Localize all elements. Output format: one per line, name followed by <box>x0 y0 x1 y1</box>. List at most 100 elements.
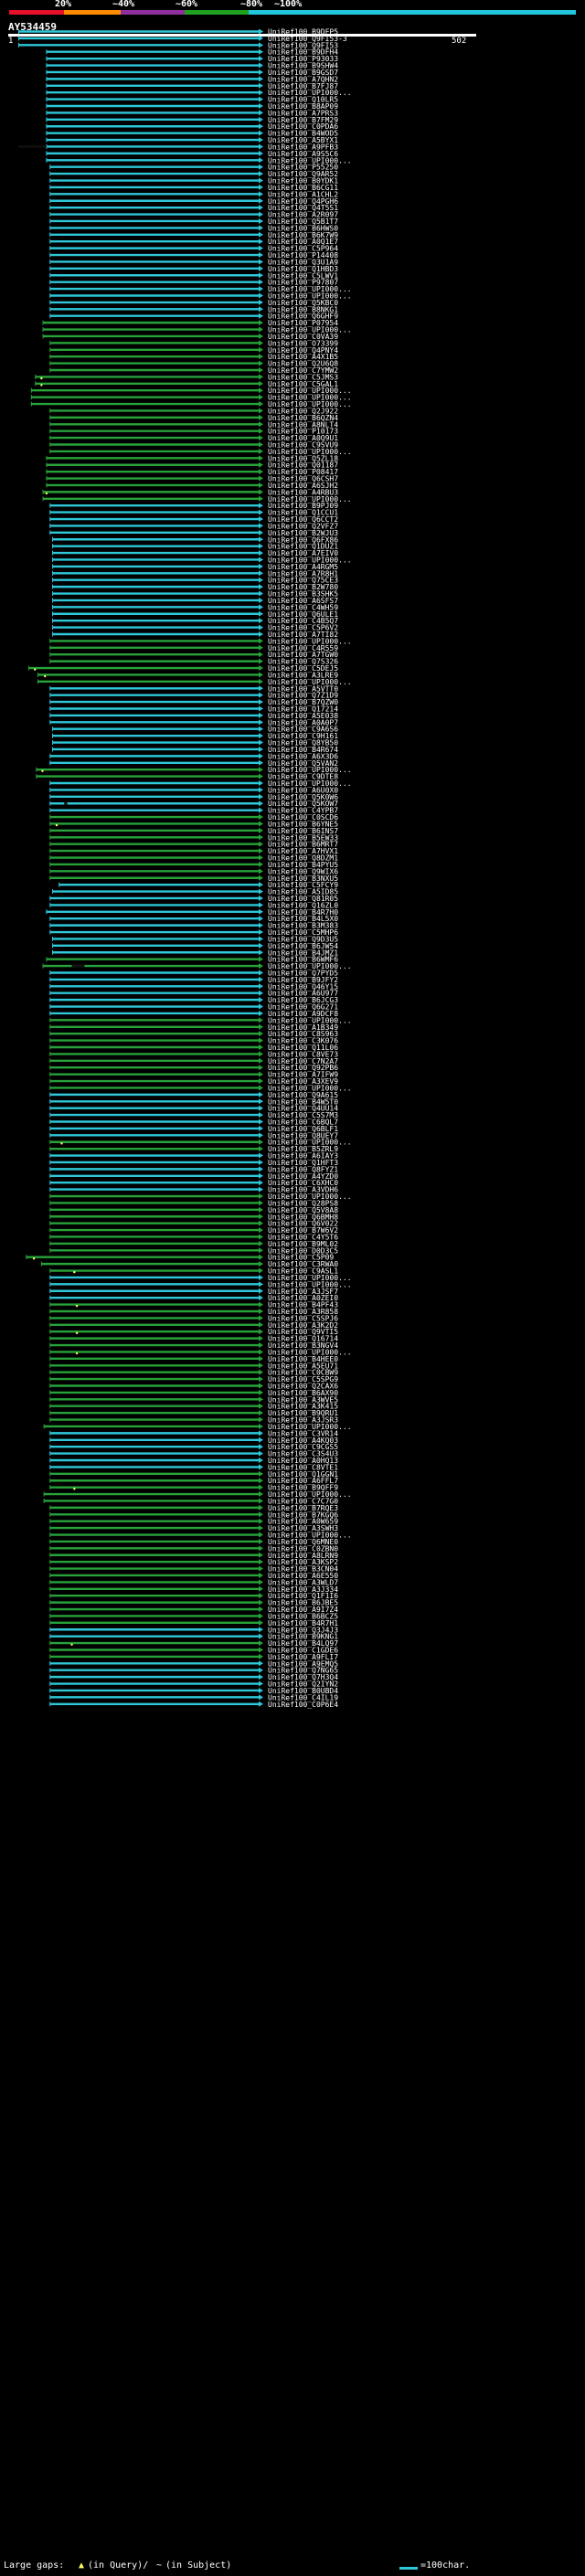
hit-row[interactable]: UniRef100_A6FFL7 <box>49 1477 338 1485</box>
hit-row[interactable]: UniRef100_B6JW54 <box>52 942 339 950</box>
hit-label[interactable]: UniRef100_B9GSD7 <box>268 69 338 77</box>
hit-label[interactable]: UniRef100_A6SJH2 <box>268 482 338 490</box>
hit-row[interactable]: UniRef100_UPI000... <box>42 326 352 334</box>
hit-label[interactable]: UniRef100_Q6FX86 <box>268 535 338 544</box>
hit-label[interactable]: UniRef100_A3K415 <box>268 1403 338 1411</box>
hit-label[interactable]: UniRef100_B7RQE3 <box>268 1504 338 1512</box>
hit-label[interactable]: UniRef100_B6AX90 <box>268 1389 338 1397</box>
hit-row[interactable]: UniRef100_B6YNE5 <box>49 820 338 828</box>
hit-row[interactable]: UniRef100_Q6V022 <box>49 1220 338 1228</box>
hit-label[interactable]: UniRef100_Q2U6Q8 <box>268 360 338 368</box>
hit-label[interactable]: UniRef100_A7PRS3 <box>268 109 338 117</box>
hit-row[interactable]: UniRef100_A6U0X0 <box>49 786 338 794</box>
hit-row[interactable]: UniRef100_C8VE73 <box>49 1050 338 1058</box>
hit-row[interactable]: UniRef100_UPI000... <box>49 1139 352 1147</box>
hit-label[interactable]: UniRef100_B7W6V2 <box>268 1226 338 1235</box>
hit-label[interactable]: UniRef100_C5DEJ5 <box>268 664 338 673</box>
hit-row[interactable]: UniRef100_A3VDH6 <box>49 1186 338 1194</box>
hit-label[interactable]: UniRef100_Q7Z1D9 <box>268 692 338 700</box>
hit-row[interactable]: UniRef100_C4YPB7 <box>49 807 338 815</box>
hit-row[interactable]: UniRef100_B9SHW4 <box>46 62 338 70</box>
hit-label[interactable]: UniRef100_UPI000... <box>268 1084 352 1092</box>
hit-label[interactable]: UniRef100_A3LRE9 <box>268 671 338 679</box>
hit-row[interactable]: UniRef100_Q1CCU1 <box>49 509 338 517</box>
hit-label[interactable]: UniRef100_A3VDH6 <box>268 1186 338 1194</box>
hit-row[interactable]: UniRef100_A3J334 <box>49 1585 338 1594</box>
hit-row[interactable]: UniRef100_A9FLI7 <box>49 1653 338 1661</box>
hit-row[interactable]: UniRef100_B6QZN4 <box>49 414 338 422</box>
hit-row[interactable]: UniRef100_A6SJH2 <box>46 482 338 490</box>
hit-label[interactable]: UniRef100_C9CGS5 <box>268 1443 338 1451</box>
hit-row[interactable]: UniRef100_A9DCF8 <box>49 1010 338 1018</box>
hit-row[interactable]: UniRef100_Q6BLF1 <box>49 1125 338 1133</box>
hit-row[interactable]: UniRef100_B6AX90 <box>49 1389 338 1397</box>
hit-row[interactable]: UniRef100_A6SFS7 <box>52 597 339 605</box>
hit-row[interactable]: UniRef100_Q7Z1D9 <box>49 692 338 700</box>
hit-row[interactable]: UniRef100_Q46Y15 <box>49 982 338 991</box>
hit-row[interactable]: UniRef100_C5S7M3 <box>49 1111 338 1119</box>
hit-label[interactable]: UniRef100_B6HWS0 <box>268 224 338 232</box>
hit-row[interactable]: UniRef100_Q1HBD3 <box>49 265 338 273</box>
hit-label[interactable]: UniRef100_A0Q1E7 <box>268 238 338 246</box>
hit-row[interactable]: UniRef100_Q3U1A9 <box>49 258 338 266</box>
hit-row[interactable]: UniRef100_Q4T5S1 <box>49 204 338 212</box>
hit-label[interactable]: UniRef100_UPI000... <box>268 156 352 164</box>
hit-row[interactable]: UniRef100_Q6ULE1 <box>52 610 339 619</box>
hit-row[interactable]: UniRef100_Q7S326 <box>49 658 338 666</box>
hit-row[interactable]: UniRef100_Q75CE3 <box>52 577 339 585</box>
hit-row[interactable]: UniRef100_C3S4U3 <box>49 1450 338 1458</box>
hit-row[interactable]: UniRef100_B3SHK5 <box>52 590 339 599</box>
hit-row[interactable]: UniRef100_B7QZW0 <box>49 698 338 706</box>
hit-label[interactable]: UniRef100_C7YMW2 <box>268 366 338 375</box>
hit-label[interactable]: UniRef100_A7QHN2 <box>268 75 338 83</box>
hit-row[interactable]: UniRef100_A0HQ13 <box>49 1457 338 1465</box>
hit-label[interactable]: UniRef100_A8NLT4 <box>268 420 338 429</box>
hit-label[interactable]: UniRef100_C8VTE1 <box>268 1463 338 1471</box>
hit-row[interactable]: UniRef100_Q2U6Q8 <box>49 360 338 368</box>
hit-label[interactable]: UniRef100_B6CG11 <box>268 184 338 192</box>
hit-row[interactable]: UniRef100_C5GAL1 <box>35 380 338 388</box>
hit-label[interactable]: UniRef100_B4L5X0 <box>268 915 338 923</box>
hit-label[interactable]: UniRef100_UPI000... <box>268 1280 352 1288</box>
hit-label[interactable]: UniRef100_P93033 <box>268 55 338 63</box>
hit-row[interactable]: UniRef100_B6HWS0 <box>49 224 338 232</box>
hit-label[interactable]: UniRef100_B9QFF9 <box>268 1484 338 1492</box>
hit-row[interactable]: UniRef100_Q8FYZ1 <box>49 1165 338 1173</box>
hit-row[interactable]: UniRef100_A5EU71 <box>49 1362 338 1370</box>
hit-label[interactable]: UniRef100_Q5KOW7 <box>268 800 338 808</box>
hit-label[interactable]: UniRef100_UPI000... <box>268 1193 352 1201</box>
hit-row[interactable]: UniRef100_C0VA39 <box>42 333 338 341</box>
hit-label[interactable]: UniRef100_Q2IYN2 <box>268 1680 338 1689</box>
hit-row[interactable]: UniRef100_Q4UU14 <box>49 1105 338 1113</box>
hit-row[interactable]: UniRef100_B6WMF6 <box>46 956 338 964</box>
hit-label[interactable]: UniRef100_Q1DUZ1 <box>268 543 338 551</box>
hit-row[interactable]: UniRef100_Q7H3Q4 <box>49 1673 338 1681</box>
hit-label[interactable]: UniRef100_C5P09 <box>268 1254 334 1262</box>
hit-row[interactable]: UniRef100_C0P6E4 <box>49 1701 338 1709</box>
hit-label[interactable]: UniRef100_A5BYX1 <box>268 136 338 144</box>
hit-row[interactable]: UniRef100_Q4PNY4 <box>49 346 338 355</box>
hit-row[interactable]: UniRef100_Q92PB6 <box>49 1064 338 1072</box>
hit-row[interactable]: UniRef100_Q8YB50 <box>52 739 339 747</box>
hit-row[interactable]: UniRef100_C7YMW2 <box>49 366 338 375</box>
hit-label[interactable]: UniRef100_Q9VTI5 <box>268 1328 338 1336</box>
hit-row[interactable]: UniRef100_Q5VAN2 <box>49 759 338 768</box>
hit-label[interactable]: UniRef100_B6JBE5 <box>268 1599 338 1607</box>
hit-row[interactable]: UniRef100_Q17214 <box>49 705 338 714</box>
hit-label[interactable]: UniRef100_B4LQ97 <box>268 1639 338 1648</box>
hit-label[interactable]: UniRef100_B4PF43 <box>268 1301 338 1309</box>
hit-row[interactable]: UniRef100_C9ASL1 <box>49 1267 338 1276</box>
hit-row[interactable]: UniRef100_UPI000... <box>49 779 352 788</box>
hit-row[interactable]: UniRef100_A3R858 <box>49 1308 338 1316</box>
hit-label[interactable]: UniRef100_B2WJU3 <box>268 529 338 537</box>
hit-row[interactable]: UniRef100_B9GSD7 <box>46 69 338 77</box>
hit-row[interactable]: UniRef100_C4IL19 <box>49 1693 338 1701</box>
hit-row[interactable]: UniRef100_Q6BMH8 <box>49 1213 338 1221</box>
hit-label[interactable]: UniRef100_Q28PS8 <box>268 1199 338 1207</box>
hit-label[interactable]: UniRef100_Q1CCU1 <box>268 509 338 517</box>
hit-row[interactable]: UniRef100_UPI000... <box>42 962 352 970</box>
hit-row[interactable]: UniRef100_Q5V8A8 <box>49 1206 338 1214</box>
hit-label[interactable]: UniRef100_C6BQL7 <box>268 1118 338 1127</box>
hit-row[interactable]: UniRef100_P97807 <box>49 279 338 287</box>
hit-label[interactable]: UniRef100_B0YDK1 <box>268 177 338 186</box>
